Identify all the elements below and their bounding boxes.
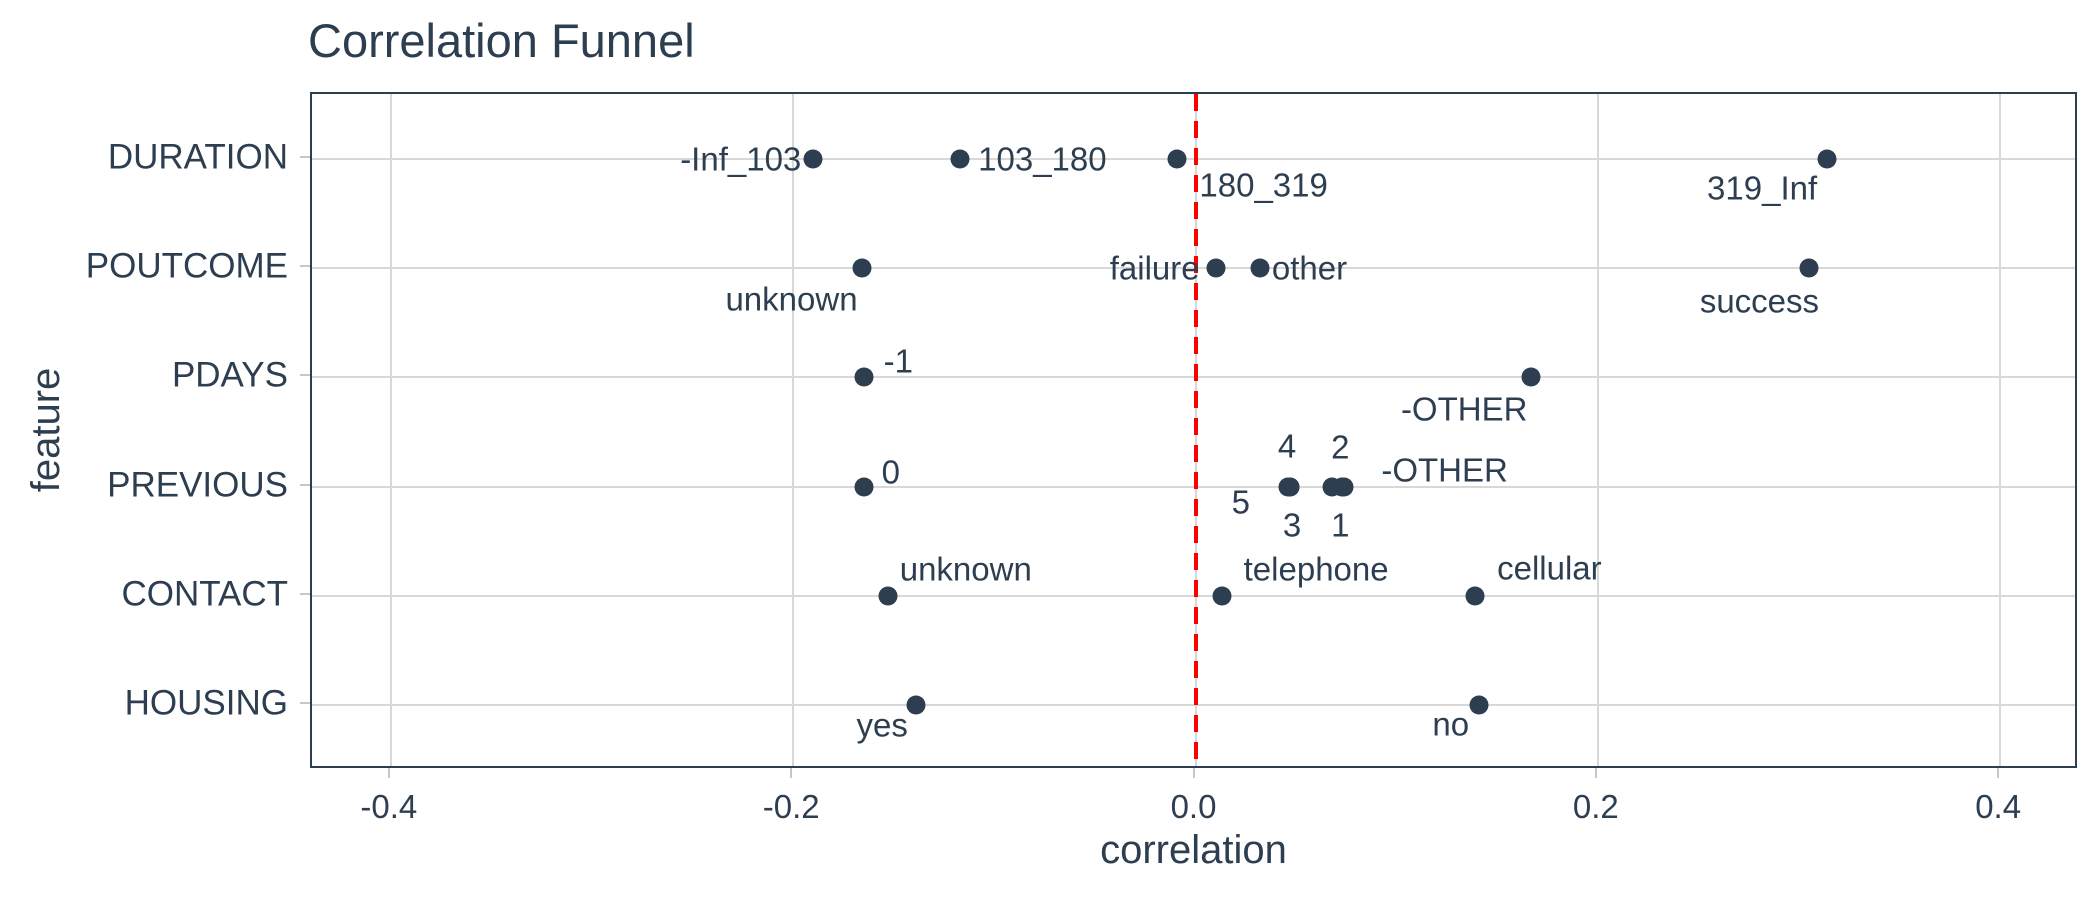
y-axis-tick [300, 265, 310, 268]
data-point-label: 1 [1331, 506, 1350, 544]
y-axis-tick [300, 483, 310, 486]
data-point-label: -1 [883, 342, 913, 380]
data-point [1469, 695, 1489, 715]
y-axis-tick [300, 592, 310, 595]
data-point-label: 3 [1282, 506, 1302, 544]
x-tick-label: 0.2 [1572, 788, 1619, 825]
x-tick-label-tick [387, 768, 390, 778]
data-point [1465, 586, 1485, 606]
data-point [1250, 258, 1270, 278]
x-axis-title: correlation [1100, 828, 1287, 872]
data-point [878, 586, 898, 606]
data-point [854, 477, 874, 497]
x-tick-label-tick [790, 768, 793, 778]
y-category-label: CONTACT [121, 574, 288, 614]
data-point-label: success [1699, 282, 1820, 320]
y-category-label: DURATION [107, 137, 288, 177]
data-point-label: other [1271, 249, 1348, 287]
zero-reference-line [1193, 94, 1198, 766]
x-tick-label: -0.2 [762, 788, 820, 825]
x-tick-label: -0.4 [360, 788, 418, 825]
data-point-label: -Inf_103 [680, 140, 802, 178]
data-point-label: cellular [1497, 549, 1602, 587]
x-gridline [389, 94, 392, 766]
data-point-label: yes [856, 706, 908, 744]
y-axis-tick [300, 374, 310, 377]
data-point-label: 319_Inf [1707, 169, 1818, 207]
x-tick-label-tick [1192, 768, 1195, 778]
data-point-label: unknown [899, 550, 1032, 588]
data-point-label: 4 [1277, 427, 1297, 465]
data-point [1212, 586, 1232, 606]
data-point [1817, 149, 1837, 169]
y-axis-tick [300, 701, 310, 704]
data-point [1799, 258, 1819, 278]
data-point [906, 695, 926, 715]
y-axis-tick [300, 156, 310, 159]
data-point-label: failure [1109, 249, 1200, 287]
data-point [854, 367, 874, 387]
data-point-label: 5 [1231, 483, 1251, 521]
data-point [1334, 477, 1354, 497]
x-tick-label: 0.0 [1170, 788, 1217, 825]
plot-title: Correlation Funnel [308, 14, 695, 67]
data-point-label: telephone [1243, 550, 1389, 588]
x-tick-label-tick [1997, 768, 2000, 778]
data-point-label: 0 [881, 453, 900, 491]
data-point [950, 149, 970, 169]
data-point [1206, 258, 1226, 278]
data-point-label: unknown [725, 280, 858, 318]
x-gridline [1596, 94, 1599, 766]
data-point-label: no [1432, 705, 1470, 743]
y-axis-title: feature [24, 367, 68, 493]
data-point-label: -OTHER [1381, 451, 1508, 489]
y-category-label: HOUSING [124, 683, 288, 723]
y-category-label: PDAYS [171, 355, 288, 395]
data-point [1167, 149, 1187, 169]
data-point [1280, 477, 1300, 497]
x-tick-label-tick [1594, 768, 1597, 778]
data-point-label: 2 [1331, 428, 1350, 466]
data-point-label: 103_180 [978, 140, 1107, 178]
y-category-label: POUTCOME [85, 246, 288, 286]
x-tick-label: 0.4 [1975, 788, 2022, 825]
data-point-label: 180_319 [1199, 166, 1328, 204]
y-category-label: PREVIOUS [107, 465, 288, 505]
data-point [803, 149, 823, 169]
data-point-label: -OTHER [1400, 390, 1528, 428]
data-point [1521, 367, 1541, 387]
x-gridline [792, 94, 795, 766]
x-gridline [1999, 94, 2002, 766]
data-point [852, 258, 872, 278]
